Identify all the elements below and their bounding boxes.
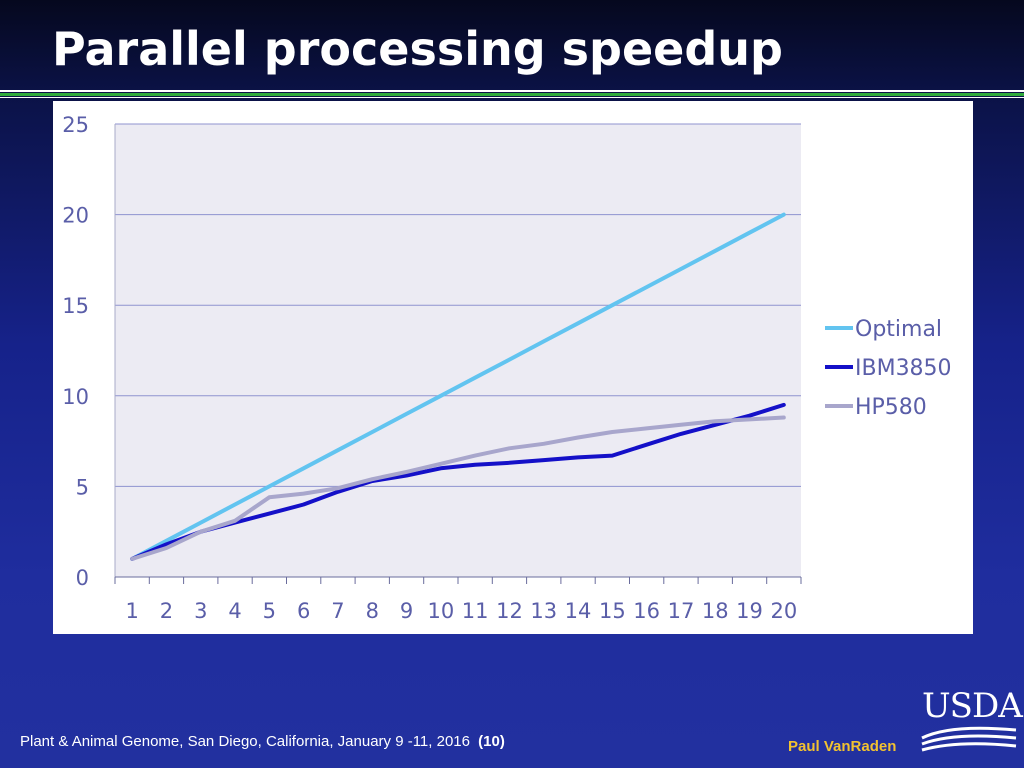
x-tick-label: 8 (366, 599, 379, 623)
y-tick-label: 20 (62, 204, 89, 228)
usda-logo: USDA (920, 686, 1023, 758)
x-tick-label: 3 (194, 599, 207, 623)
author-name: Paul VanRaden (788, 738, 897, 755)
x-tick-label: 5 (263, 599, 276, 623)
footer-conference-text: Plant & Animal Genome, San Diego, Califo… (20, 733, 470, 750)
x-tick-label: 20 (770, 599, 797, 623)
x-tick-label: 17 (668, 599, 695, 623)
legend-label-ibm3850: IBM3850 (855, 356, 952, 381)
x-tick-label: 1 (125, 599, 138, 623)
slide-title: Parallel processing speedup (52, 22, 783, 76)
x-tick-label: 9 (400, 599, 413, 623)
slide-number: (10) (478, 733, 505, 750)
x-tick-label: 2 (160, 599, 173, 623)
usda-logo-hills (921, 726, 1017, 752)
x-tick-label: 19 (736, 599, 763, 623)
footer-conference: Plant & Animal Genome, San Diego, Califo… (20, 733, 505, 750)
x-tick-label: 18 (702, 599, 729, 623)
y-tick-label: 5 (76, 475, 89, 499)
x-tick-label: 12 (496, 599, 523, 623)
x-tick-label: 10 (427, 599, 454, 623)
series-line-hp580 (130, 415, 786, 561)
plot-area (115, 124, 801, 577)
y-tick-label: 10 (62, 385, 89, 409)
x-tick-label: 16 (633, 599, 660, 623)
x-tick-label: 7 (331, 599, 344, 623)
x-tick-label: 15 (599, 599, 626, 623)
legend-label-optimal: Optimal (855, 317, 942, 342)
x-tick-label: 14 (565, 599, 592, 623)
y-tick-label: 25 (62, 113, 89, 137)
series-line-optimal (130, 212, 786, 561)
legend-label-hp580: HP580 (855, 395, 927, 420)
usda-logo-text: USDA (922, 686, 1023, 726)
y-tick-label: 15 (62, 294, 89, 318)
title-divider (0, 90, 1024, 100)
x-tick-label: 11 (462, 599, 489, 623)
chart-panel: 0 5 10 15 20 25 1 2 3 4 5 6 7 8 9 10 11 12 13 14 15 16 17 18 19 2… (53, 101, 973, 634)
series-line-ibm3850 (130, 402, 786, 561)
y-tick-label: 0 (76, 566, 89, 590)
x-tick-label: 13 (530, 599, 557, 623)
x-tick-label: 4 (228, 599, 241, 623)
x-tick-label: 6 (297, 599, 310, 623)
